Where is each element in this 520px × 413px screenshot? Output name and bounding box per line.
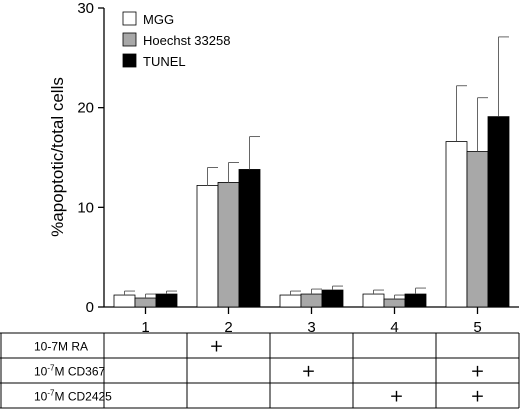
bar [155,293,178,308]
bar [113,294,136,308]
legend-entry: MGG [143,12,174,27]
bar [196,185,219,308]
row-label-exponent: -7 [47,364,55,373]
y-tick-label: 30 [77,0,94,17]
legend-entry: TUNEL [143,54,186,69]
bar [217,182,240,308]
bar [404,293,427,308]
table-row-label: 10-7M CD367 [34,364,105,379]
legend-swatch [122,53,137,68]
row-label-prefix: 10 [34,390,48,404]
row-label-prefix: 10 [34,365,48,379]
bar [383,298,406,308]
bar [300,293,323,308]
treatment-mark: + [301,362,315,382]
y-axis-label: %apoptotic/total cells [48,77,67,237]
bar [238,169,261,308]
bar [362,293,385,308]
bar [445,141,468,308]
legend-entry: Hoechst 33258 [143,33,230,48]
bar [487,116,510,308]
bars [113,36,510,308]
legend-swatch [122,11,137,26]
bar [279,294,302,308]
bar [321,289,344,308]
x-tick-label: 2 [224,319,232,336]
legend: MGG Hoechst 33258 TUNEL [122,11,230,69]
x-tick-label: 5 [473,319,481,336]
row-label-exponent: -7 [47,389,55,398]
treatment-mark: + [470,362,484,382]
row-label-suffix: M CD367 [54,365,105,379]
row-label-suffix: M CD2425 [54,390,112,404]
axes: 0 10 20 30 %apoptotic/total cells 1 2 3 4 5 [48,0,519,336]
table-row-label: 10-7M RA [34,340,88,354]
y-tick-label: 10 [77,199,94,216]
treatment-mark: + [209,337,223,357]
table-row-label: 10-7M CD2425 [34,389,112,404]
treatment-mark: + [470,387,484,407]
x-tick-label: 3 [307,319,315,336]
x-tick-label: 4 [390,319,398,336]
y-tick-label: 20 [77,100,94,117]
treatment-mark: + [389,387,403,407]
y-tick-label: 0 [86,299,94,316]
legend-swatch [122,32,137,47]
treatment-table: 10-7M RA +10-7M CD367 + +10-7M CD2425 + + [0,332,520,409]
x-tick-label: 1 [141,319,149,336]
bar [134,297,157,308]
bar [466,151,489,308]
